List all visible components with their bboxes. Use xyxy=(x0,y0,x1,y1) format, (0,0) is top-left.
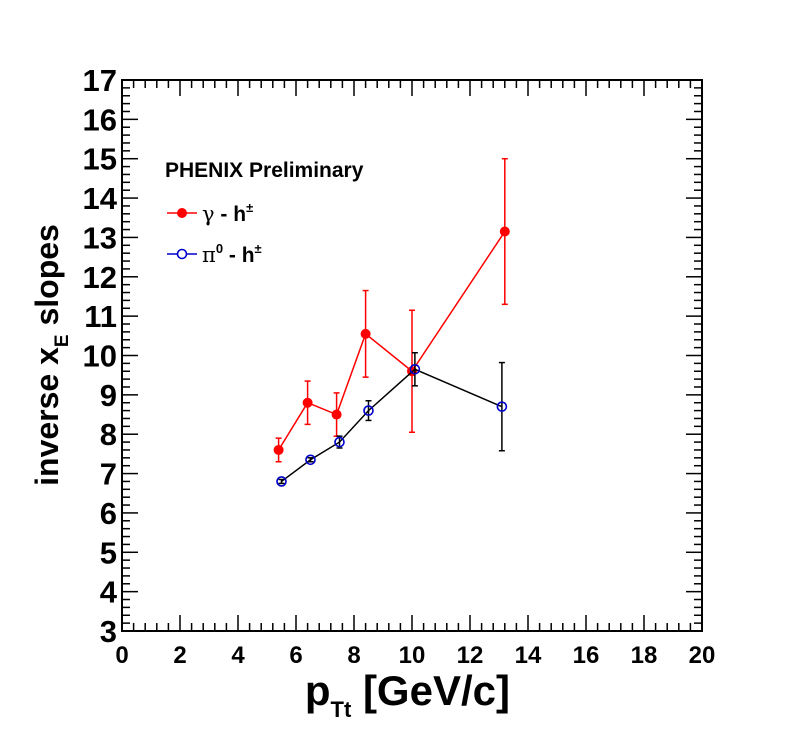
y-tick-label: 8 xyxy=(100,417,117,452)
y-tick-label: 16 xyxy=(83,102,117,137)
x-tick-label: 6 xyxy=(289,642,302,669)
y-axis-title: inverse xE slopes xyxy=(29,224,73,486)
data-point xyxy=(331,409,342,420)
axis-ticks xyxy=(121,79,703,632)
x-tick-label: 12 xyxy=(457,642,484,669)
x-axis-title-main: p xyxy=(305,667,331,714)
legend-label: γ - h± xyxy=(202,200,253,226)
y-tick-label: 5 xyxy=(100,535,117,570)
series-1 xyxy=(276,351,508,487)
data-point xyxy=(276,476,287,487)
y-axis-title-rest: slopes xyxy=(29,224,65,334)
y-tick-label: 9 xyxy=(100,378,117,413)
x-axis-title: pTt [GeV/c] xyxy=(305,667,510,722)
data-point xyxy=(273,444,284,455)
data-point xyxy=(334,436,345,448)
y-tick-label: 7 xyxy=(100,457,117,492)
y-axis-title-sub: E xyxy=(52,334,73,347)
x-tick-label: 2 xyxy=(173,642,186,669)
x-tick-label: 10 xyxy=(399,642,426,669)
x-tick-label: 16 xyxy=(573,642,600,669)
y-tick-label: 6 xyxy=(100,496,117,531)
data-point xyxy=(409,363,421,375)
y-tick-label: 13 xyxy=(83,220,117,255)
x-tick-label: 14 xyxy=(515,642,542,669)
series-line xyxy=(281,368,503,483)
x-tick-labels: 0 2 4 6 8 10 12 14 16 18 20 xyxy=(115,642,715,669)
y-tick-label: 4 xyxy=(100,575,118,610)
data-point xyxy=(363,405,374,416)
y-tick-label: 3 xyxy=(100,614,117,649)
x-tick-label: 4 xyxy=(231,642,245,669)
x-axis-title-sub: Tt xyxy=(331,697,352,722)
legend-label: π0 - h± xyxy=(202,241,262,267)
series-0 xyxy=(273,157,510,463)
x-tick-label: 0 xyxy=(115,642,128,669)
y-tick-label: 12 xyxy=(83,260,117,295)
data-point xyxy=(496,401,508,412)
data-point xyxy=(499,226,510,237)
legend: γ - h± π0 - h± xyxy=(167,200,262,267)
y-axis-title-main: inverse x xyxy=(29,347,65,486)
y-tick-label: 17 xyxy=(83,63,117,98)
series-line xyxy=(277,231,506,451)
x-tick-label: 8 xyxy=(347,642,360,669)
x-tick-label: 18 xyxy=(631,642,658,669)
y-tick-label: 14 xyxy=(83,181,118,216)
y-tick-label: 11 xyxy=(84,299,117,334)
y-tick-labels: 3 4 5 6 7 8 9 10 11 12 13 14 15 16 17 xyxy=(83,63,118,649)
y-tick-label: 10 xyxy=(83,339,117,374)
y-tick-label: 15 xyxy=(83,142,117,177)
data-point xyxy=(360,328,371,339)
x-axis-title-rest: [GeV/c] xyxy=(351,667,510,714)
chart-annotation: PHENIX Preliminary xyxy=(165,159,364,182)
data-point xyxy=(305,454,316,466)
data-point xyxy=(302,397,313,408)
series-layer xyxy=(273,157,510,487)
x-tick-label: 20 xyxy=(689,642,716,669)
legend-marker xyxy=(176,248,188,260)
legend-marker xyxy=(177,208,187,218)
